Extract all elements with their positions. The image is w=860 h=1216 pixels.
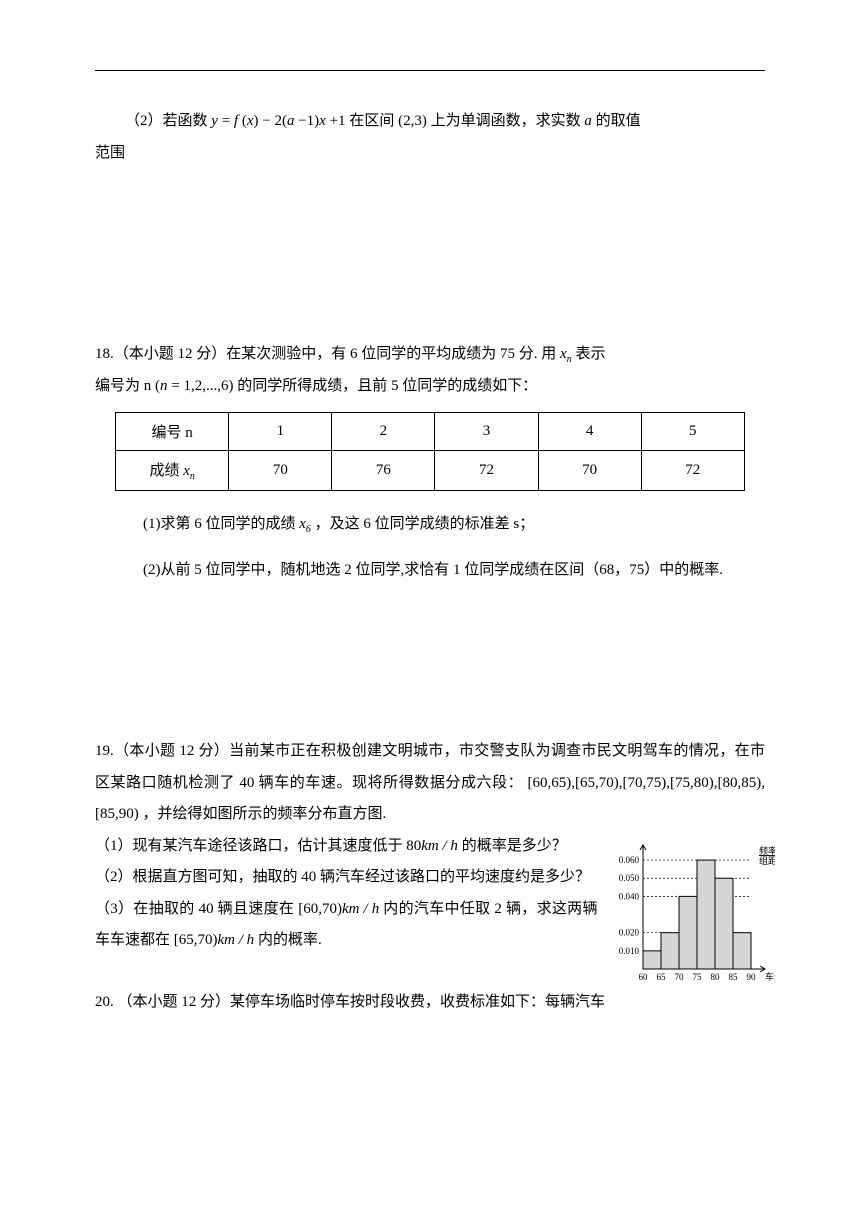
svg-text:0.050: 0.050: [619, 873, 640, 883]
q18-table: 编号 n 1 2 3 4 5 成绩 xn 70 76 72 70 72: [115, 412, 745, 491]
td-cell: 70: [538, 451, 641, 491]
svg-text:85: 85: [729, 972, 739, 982]
q19-line1: 19.（本小题 12 分）当前某市正在积极创建文明城市，市交警支队为调查市民文明…: [95, 736, 765, 831]
td-cell: 70: [229, 451, 332, 491]
q19-s1b: 的概率是多少？: [458, 838, 567, 854]
q19-sub1: （1）现有某汽车途径该路口，估计其速度低于 80km / h 的概率是多少？: [95, 831, 598, 863]
svg-text:65: 65: [657, 972, 667, 982]
q2-interval: (2,3): [398, 113, 427, 129]
table-row: 成绩 xn 70 76 72 70 72: [116, 451, 745, 491]
q18-sub2: (2)从前 5 位同学中，随机地选 2 位同学,求恰有 1 位同学成绩在区间（6…: [95, 555, 765, 587]
svg-text:70: 70: [675, 972, 685, 982]
q18-l2a: 编号为 n: [95, 378, 151, 394]
q2-tail: 上为单调函数，求实数: [431, 113, 585, 129]
q19-s1a: （1）现有某汽车途径该路口，估计其速度低于 80: [95, 838, 421, 854]
q2-mid: 在区间: [349, 113, 398, 129]
q18-paren: (n = 1,2,...,6): [155, 378, 233, 394]
histogram-chart: 频率组距 0.010 0.020 0.040 0.050 0.060 60 65 70 75 80 8…: [605, 826, 775, 991]
q18-xn: xn: [560, 346, 572, 362]
horizontal-rule: [95, 70, 765, 71]
svg-text:频率: 频率: [759, 845, 775, 856]
th-col: 3: [435, 413, 538, 451]
q19-s3c: 内的概率.: [254, 932, 322, 948]
th-col: 5: [641, 413, 744, 451]
q18-line1: 18.（本小题 12 分）在某次测验中，有 6 位同学的平均成绩为 75 分. …: [95, 339, 765, 371]
q2-line2: 范围: [95, 138, 765, 170]
q20-text: 20. （本小题 12 分）某停车场临时停车按时段收费，收费标准如下：每辆汽车: [95, 987, 765, 1019]
td-cell: 76: [332, 451, 435, 491]
q18-s1b: ，及这 6 位同学成绩的标准差 s；: [315, 516, 535, 532]
q18-l1b: 表示: [575, 346, 605, 362]
svg-text:车速: 车速: [765, 971, 775, 982]
svg-text:0.040: 0.040: [619, 891, 640, 901]
th-col: 2: [332, 413, 435, 451]
svg-text:0.020: 0.020: [619, 928, 640, 938]
th-rowlabel: 成绩 xn: [116, 451, 229, 491]
q2-line1: （2）若函数 y = f (x) − 2(a −1)x +1 在区间 (2,3)…: [95, 106, 765, 138]
q19-s3a: （3）在抽取的 40 辆且速度在: [95, 901, 298, 917]
q19-int1: [60,70): [298, 901, 342, 917]
q2-var: a: [584, 113, 592, 129]
q18-x6: x6: [299, 516, 311, 532]
table-row: 编号 n 1 2 3 4 5: [116, 413, 745, 451]
svg-text:组距: 组距: [759, 855, 775, 866]
q2-formula: y = f (x) − 2(a −1)x +1: [211, 113, 345, 129]
q19-unit2: km / h: [342, 901, 379, 917]
q19-sub2: （2）根据直方图可知，抽取的 40 辆汽车经过该路口的平均速度约是多少？: [95, 862, 598, 894]
q18-s1a: (1)求第 6 位同学的成绩: [143, 516, 299, 532]
svg-text:90: 90: [747, 972, 757, 982]
q2-tail2: 的取值: [596, 113, 641, 129]
q19-unit: km / h: [421, 838, 458, 854]
td-cell: 72: [435, 451, 538, 491]
td-cell: 72: [641, 451, 744, 491]
th-col: 4: [538, 413, 641, 451]
q19-unit3: km / h: [218, 932, 255, 948]
th-col: 1: [229, 413, 332, 451]
q18-line2: 编号为 n (n = 1,2,...,6) 的同学所得成绩，且前 5 位同学的成…: [95, 371, 765, 403]
svg-text:0.060: 0.060: [619, 855, 640, 865]
q19-sub3: （3）在抽取的 40 辆且速度在 [60,70)km / h 内的汽车中任取 2…: [95, 894, 598, 957]
q18-l1a: 18.（本小题 12 分）在某次测验中，有 6 位同学的平均成绩为 75 分. …: [95, 346, 560, 362]
q19-l1b: ，并绘得如图所示的频率分布直方图.: [143, 806, 387, 822]
q2-prefix: （2）若函数: [125, 113, 211, 129]
q18-l2b: 的同学所得成绩，且前 5 位同学的成绩如下：: [237, 378, 537, 394]
svg-text:0.010: 0.010: [619, 946, 640, 956]
th-header: 编号 n: [116, 413, 229, 451]
svg-text:75: 75: [693, 972, 703, 982]
svg-text:80: 80: [711, 972, 721, 982]
q19-int2: [65,70): [174, 932, 218, 948]
q18-sub1: (1)求第 6 位同学的成绩 x6 ，及这 6 位同学成绩的标准差 s；: [95, 509, 765, 541]
svg-text:60: 60: [639, 972, 649, 982]
